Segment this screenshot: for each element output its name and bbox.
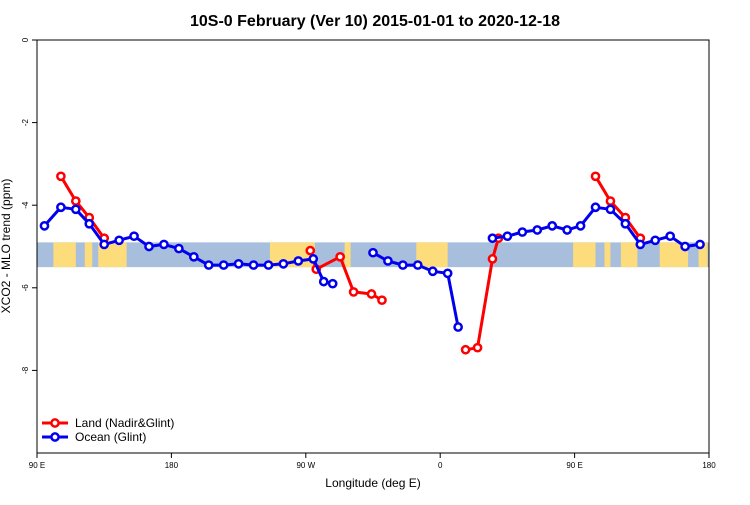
series-1-point-2-10 (635, 239, 646, 250)
series-1-point-0-3 (84, 218, 95, 229)
map-strip-land-0 (53, 242, 76, 268)
series-1-point-0-19 (318, 276, 329, 287)
series-1-point-2-8 (605, 204, 616, 215)
x-axis-label: Longitude (deg E) (325, 476, 420, 490)
series-1-point-0-10 (188, 251, 199, 262)
series-1-point-2-0 (487, 233, 498, 244)
series-1-point-0-9 (174, 243, 184, 254)
series-1-point-0-7 (144, 241, 154, 252)
x-tick-label-0: 90 E (29, 461, 45, 470)
series-1-point-0-17 (293, 256, 304, 266)
plot-frame (36, 39, 710, 454)
series-0-point-0-1 (70, 196, 81, 206)
map-strip-land-10 (698, 242, 708, 268)
series-0-point-2-1 (472, 342, 483, 353)
axes: 90 E 180 90 W 0 90 E 180 0 -2 -4 -6 -8 (21, 37, 716, 470)
series-1-point-2-5 (562, 225, 572, 235)
series-1-point-0-1 (56, 202, 66, 213)
series-layer (39, 171, 705, 355)
x-tick-label-3: 0 (438, 461, 443, 470)
series-1-point-1-0 (368, 247, 378, 258)
series-1-point-0-4 (99, 239, 110, 250)
series-0-point-3-0 (590, 171, 601, 182)
series-0-point-1-4 (366, 289, 377, 299)
series-1-point-0-15 (263, 260, 274, 270)
series-0-line-0 (59, 175, 106, 240)
series-1-point-0-12 (218, 260, 229, 270)
series-1-point-1-2 (398, 260, 408, 270)
series-0-point-1-5 (377, 295, 387, 306)
series-1-point-2-11 (650, 235, 661, 246)
series-1-point-1-5 (442, 268, 453, 279)
x-tick-label-5: 180 (702, 461, 716, 470)
series-1-point-2-9 (620, 218, 631, 229)
series-1-point-0-11 (203, 260, 214, 270)
y-tick-label-4: -8 (21, 366, 30, 374)
y-tick-label-3: -6 (21, 284, 30, 292)
series-1-point-1-6 (453, 322, 463, 332)
series-1-point-2-7 (590, 202, 601, 213)
series-0-line-2 (465, 237, 500, 352)
series-0-point-0-0 (56, 171, 66, 182)
chart-title: 10S-0 February (Ver 10) 2015-01-01 to 20… (190, 13, 560, 30)
legend-label-0: Land (Nadir&Glint) (75, 416, 174, 430)
series-1-point-0-14 (248, 260, 259, 270)
series-1-point-0-5 (114, 235, 124, 246)
legend-marker-0 (50, 418, 60, 428)
map-strip-land-4 (344, 242, 351, 268)
legend-label-1: Ocean (Glint) (75, 430, 146, 444)
series-0-point-1-2 (335, 251, 345, 262)
series-1 (39, 202, 705, 332)
y-tick-label-2: -4 (21, 201, 30, 209)
y-tick-label-0: 0 (21, 37, 30, 42)
series-1-point-0-6 (129, 231, 139, 242)
y-axis-label: XCO2 - MLO trend (ppm) (0, 179, 13, 314)
series-1-point-0-2 (70, 204, 81, 215)
series-1-point-2-14 (695, 239, 705, 250)
map-strip-land-7 (604, 242, 611, 268)
map-strip-land-6 (573, 242, 596, 268)
y-tick-label-1: -2 (21, 118, 30, 126)
series-0-point-2-0 (460, 344, 471, 355)
series-1-point-2-12 (665, 231, 676, 242)
series-1-point-0-18 (308, 254, 319, 264)
series-1-point-1-4 (427, 266, 438, 277)
x-tick-label-1: 180 (165, 461, 179, 470)
x-tick-label-2: 90 W (296, 461, 315, 470)
series-1-point-2-3 (532, 225, 543, 235)
series-1-point-2-6 (575, 221, 586, 231)
series-1-point-0-16 (278, 258, 289, 269)
series-0-point-2-2 (487, 254, 498, 264)
series-0-point-1-0 (305, 245, 316, 256)
series-1-point-1-3 (412, 260, 423, 270)
series-1-point-0-13 (233, 258, 244, 269)
series-1-point-2-13 (680, 241, 690, 252)
series-1-point-2-1 (502, 231, 513, 242)
x-tick-label-4: 90 E (566, 461, 582, 470)
series-1-point-1-1 (383, 256, 393, 266)
legend-marker-1 (50, 432, 60, 442)
series-1-point-0-0 (39, 221, 50, 231)
series-1-point-2-4 (547, 221, 558, 231)
series-0-line-3 (594, 175, 642, 240)
series-1-point-2-2 (517, 227, 528, 237)
map-strip-land-1 (84, 242, 93, 268)
legend: Land (Nadir&Glint)Ocean (Glint) (42, 416, 174, 444)
series-0-point-3-1 (605, 196, 616, 206)
series-0-point-1-3 (348, 287, 359, 297)
map-strip-land-8 (620, 242, 638, 268)
series-1-point-0-20 (327, 278, 338, 289)
series-1-point-0-8 (159, 239, 169, 250)
